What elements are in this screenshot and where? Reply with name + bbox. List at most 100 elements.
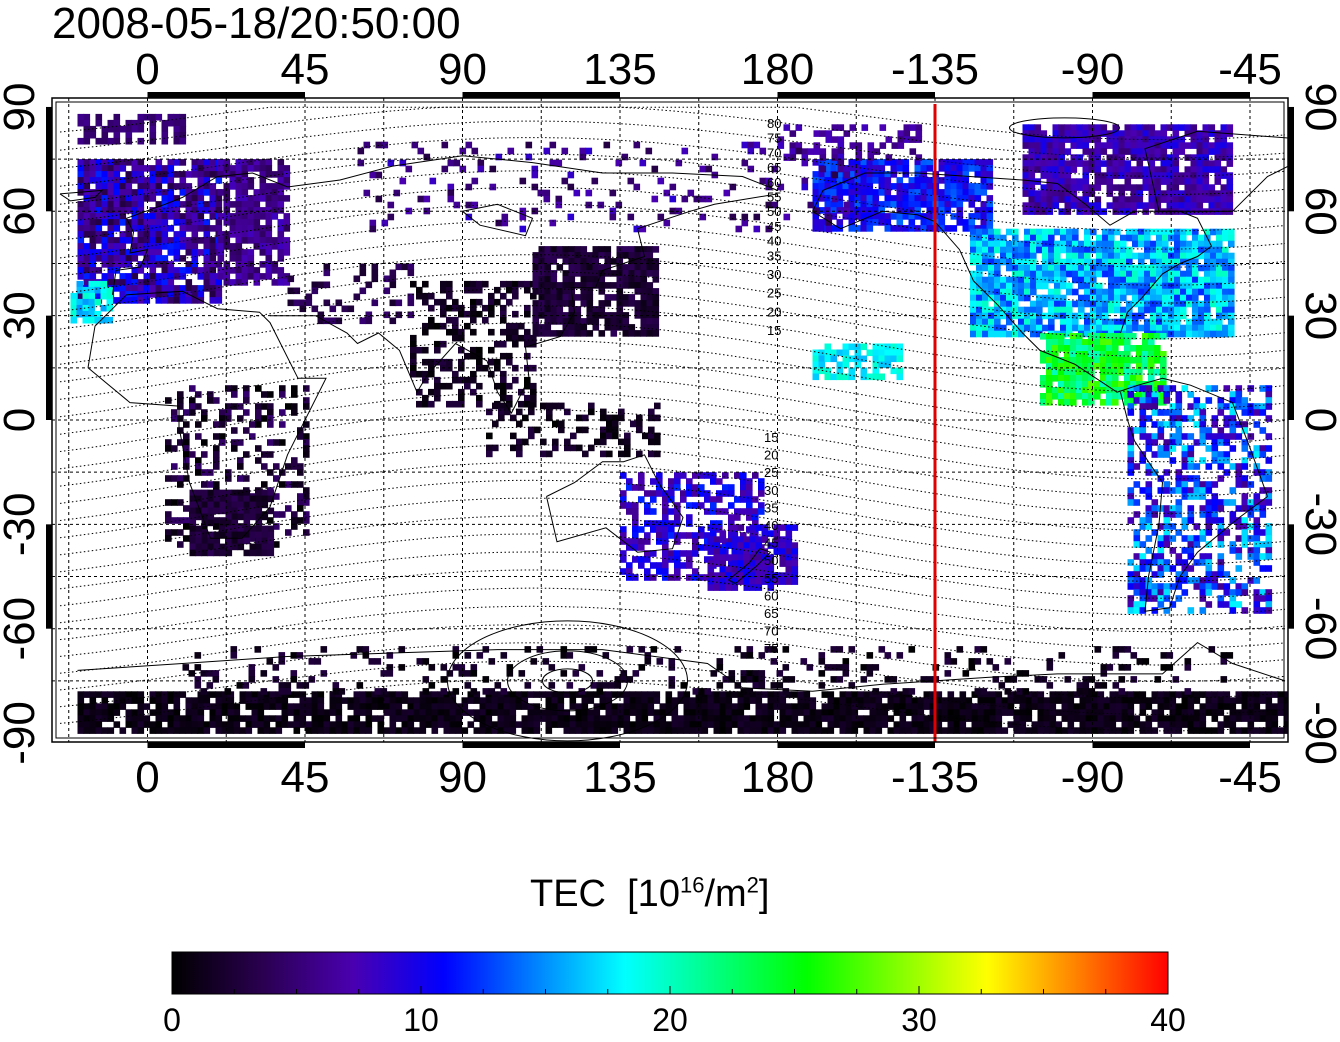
tec-cell bbox=[1181, 433, 1189, 440]
tec-cell bbox=[1205, 553, 1213, 560]
tec-cell bbox=[95, 207, 103, 214]
tec-cell bbox=[1028, 160, 1036, 167]
tec-cell bbox=[1162, 258, 1169, 266]
tec-cell bbox=[1036, 276, 1043, 284]
tec-cell bbox=[500, 292, 507, 300]
tec-cell bbox=[1211, 385, 1219, 392]
tec-cell bbox=[1214, 196, 1222, 203]
tec-cell bbox=[707, 584, 715, 591]
tec-cell bbox=[94, 310, 102, 318]
tec-cell bbox=[818, 159, 826, 166]
tec-cell bbox=[899, 709, 907, 716]
tec-cell bbox=[1126, 312, 1133, 320]
tec-cell bbox=[704, 472, 711, 479]
tec-cell bbox=[982, 264, 989, 272]
tec-cell bbox=[201, 439, 208, 446]
tec-cell bbox=[1054, 276, 1061, 284]
tec-cell bbox=[1138, 264, 1145, 272]
tec-cell bbox=[215, 297, 223, 304]
tec-cell bbox=[191, 261, 199, 268]
tec-cell bbox=[512, 334, 519, 342]
tec-cell bbox=[860, 183, 868, 190]
tec-cell bbox=[600, 432, 607, 440]
tec-cell bbox=[749, 524, 757, 531]
tec-cell bbox=[524, 340, 531, 348]
tec-cell bbox=[1070, 339, 1077, 346]
tec-cell bbox=[209, 159, 217, 166]
tec-cell bbox=[1259, 511, 1267, 518]
tec-cell bbox=[371, 263, 379, 271]
tec-cell bbox=[488, 298, 495, 306]
tec-cell bbox=[1052, 190, 1060, 197]
tec-cell bbox=[634, 264, 642, 271]
tec-cell bbox=[791, 548, 799, 555]
tec-cell bbox=[1046, 166, 1054, 173]
tec-cell bbox=[1151, 499, 1159, 506]
tec-cell bbox=[303, 397, 310, 404]
tec-cell bbox=[155, 279, 163, 286]
tec-cell bbox=[1106, 369, 1113, 376]
tec-cell bbox=[908, 201, 916, 208]
tec-cell bbox=[1204, 300, 1211, 308]
tec-cell bbox=[640, 246, 648, 253]
tec-cell bbox=[818, 195, 826, 202]
tec-cell bbox=[297, 481, 304, 488]
tec-cell bbox=[646, 258, 654, 265]
tec-cell bbox=[1205, 583, 1213, 590]
tec-cell bbox=[604, 294, 612, 301]
tec-cell bbox=[125, 183, 133, 190]
tec-cell bbox=[299, 697, 307, 704]
tec-cell bbox=[1072, 276, 1079, 284]
tec-cell bbox=[641, 703, 649, 710]
tec-cell bbox=[131, 159, 139, 166]
tec-cell bbox=[521, 697, 529, 704]
tec-cell bbox=[422, 298, 429, 306]
tec-cell bbox=[1259, 553, 1267, 560]
tec-cell bbox=[878, 207, 886, 214]
tec-cell bbox=[428, 292, 435, 300]
tec-cell bbox=[1127, 559, 1135, 566]
tec-cell bbox=[1040, 172, 1048, 179]
tec-cell bbox=[492, 444, 499, 452]
tec-cell bbox=[866, 207, 874, 214]
tec-cell bbox=[149, 243, 157, 250]
tec-cell bbox=[1172, 184, 1180, 191]
tec-cell bbox=[1006, 306, 1013, 314]
tec-cell bbox=[878, 159, 886, 166]
tec-cell bbox=[872, 349, 880, 357]
tec-cell bbox=[195, 525, 203, 533]
tec-cell bbox=[1156, 288, 1163, 296]
tec-cell bbox=[207, 519, 215, 527]
tec-cell bbox=[544, 306, 552, 313]
tec-cell bbox=[929, 703, 937, 710]
tec-cell bbox=[914, 201, 922, 208]
tec-cell bbox=[914, 195, 922, 202]
tec-cell bbox=[592, 246, 600, 253]
tec-cell bbox=[1247, 523, 1255, 530]
tec-cell bbox=[247, 237, 255, 244]
tec-cell bbox=[569, 691, 577, 698]
tec-cell bbox=[1202, 166, 1210, 173]
tec-cell bbox=[785, 548, 793, 555]
tec-cell bbox=[1088, 357, 1095, 364]
tec-cell bbox=[259, 261, 267, 268]
tec-cell bbox=[1018, 312, 1025, 320]
tec-cell bbox=[1265, 385, 1273, 392]
tec-cell bbox=[1172, 196, 1180, 203]
tec-cell bbox=[76, 310, 84, 318]
tec-cell bbox=[1184, 184, 1192, 191]
tec-cell bbox=[329, 305, 337, 313]
tec-cell bbox=[662, 574, 669, 581]
tec-cell bbox=[546, 450, 553, 458]
tec-cell bbox=[812, 225, 820, 232]
tec-cell bbox=[1184, 166, 1192, 173]
tec-cell bbox=[568, 306, 576, 313]
tec-cell bbox=[836, 373, 844, 381]
tec-cell bbox=[1070, 399, 1077, 406]
tec-cell bbox=[746, 526, 753, 533]
tec-cell bbox=[440, 310, 447, 318]
tec-cell bbox=[761, 709, 769, 716]
tec-cell bbox=[291, 457, 298, 464]
tec-cell bbox=[1156, 276, 1163, 284]
tec-cell bbox=[635, 709, 643, 716]
